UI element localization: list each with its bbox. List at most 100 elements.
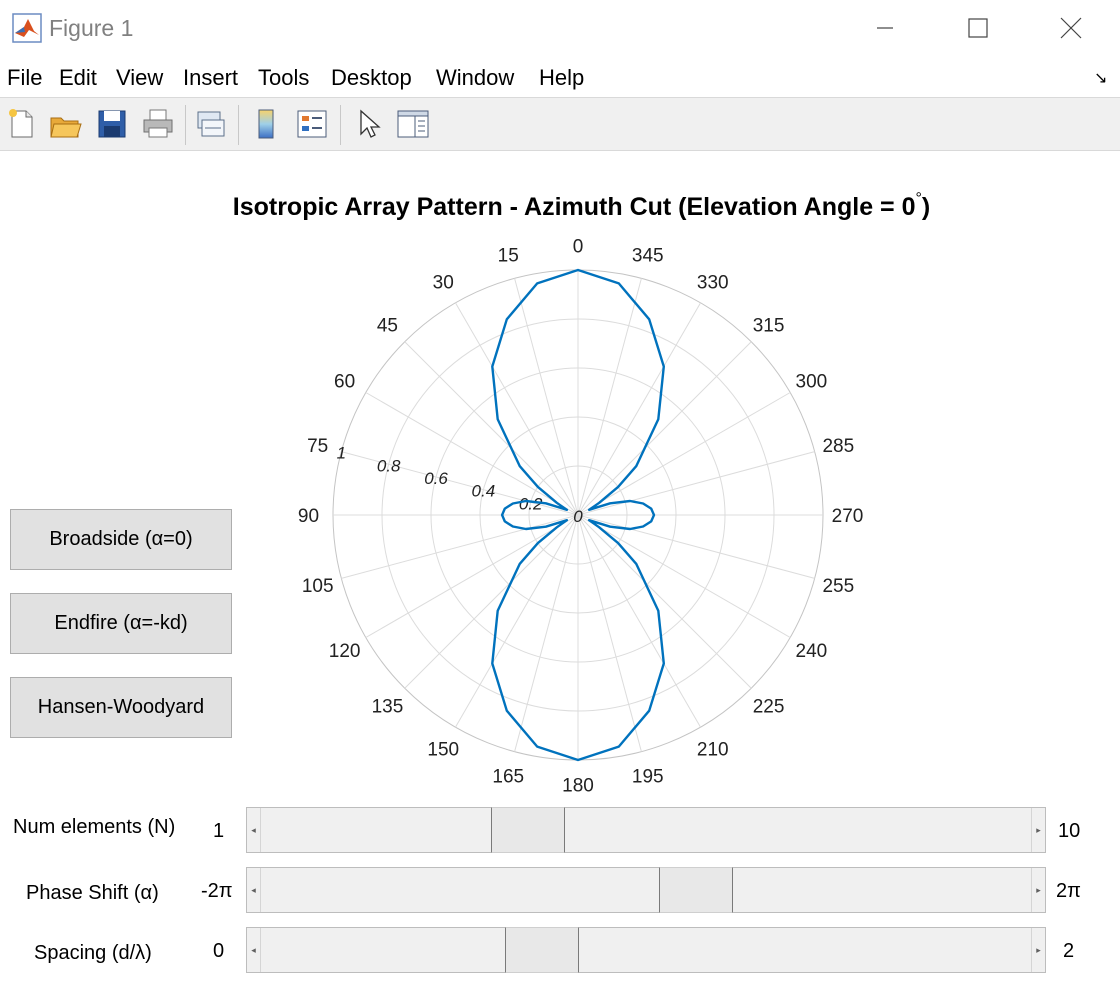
polar-grid-spoke [577, 514, 642, 752]
polar-grid-spoke [404, 514, 579, 689]
title-bar: Figure 1 [0, 0, 1120, 56]
theta-tick-label: 330 [697, 273, 729, 294]
theta-tick-label: 120 [329, 641, 361, 662]
legend-icon[interactable] [294, 106, 330, 142]
plot-title-text: Isotropic Array Pattern - Azimuth Cut (E… [232, 193, 916, 221]
theta-tick-label: 165 [492, 766, 524, 787]
theta-tick-label: 255 [822, 576, 854, 597]
polar-grid-spoke [577, 451, 815, 516]
theta-tick-label: 90 [298, 506, 319, 527]
pointer-icon[interactable] [352, 106, 388, 142]
polar-grid-spoke [341, 451, 579, 516]
theta-tick-label: 180 [562, 776, 594, 797]
slider-left-arrow-icon[interactable]: ◂ [247, 868, 261, 912]
hansen-woodyard-button[interactable]: Hansen-Woodyard [10, 677, 232, 738]
theta-tick-label: 270 [832, 506, 864, 527]
plot-title-degree: ° [915, 190, 922, 207]
polar-grid-spoke [577, 341, 752, 516]
link-axes-icon[interactable] [193, 106, 229, 142]
phase-shift-label: Phase Shift (α) [26, 882, 159, 904]
r-tick-label: 0 [573, 507, 583, 526]
toolbar-separator [340, 105, 341, 145]
pattern-series-line [491, 268, 665, 762]
num-elements-slider[interactable]: ◂ ▸ [246, 807, 1046, 853]
phase-shift-max: 2π [1056, 880, 1081, 902]
theta-tick-label: 60 [334, 371, 355, 392]
theta-tick-label: 30 [433, 273, 454, 294]
theta-tick-label: 315 [753, 315, 785, 336]
theta-tick-label: 105 [302, 576, 334, 597]
theta-tick-label: 0 [573, 237, 584, 258]
menu-help[interactable]: Help [539, 65, 585, 90]
dock-figure-icon[interactable]: ↘ [1094, 70, 1108, 87]
menu-view[interactable]: View [116, 65, 164, 90]
polar-grid-spoke [577, 514, 701, 728]
broadside-button[interactable]: Broadside (α=0) [10, 509, 232, 570]
menu-insert[interactable]: Insert [183, 65, 239, 90]
polar-grid-spoke [577, 278, 642, 516]
matlab-logo-icon [12, 13, 42, 43]
theta-tick-label: 225 [753, 697, 785, 718]
new-figure-icon[interactable] [4, 106, 40, 142]
menu-window[interactable]: Window [436, 65, 515, 90]
theta-tick-label: 285 [822, 436, 854, 457]
close-button[interactable] [1048, 10, 1094, 46]
num-elements-max: 10 [1058, 820, 1081, 842]
minimize-button[interactable] [862, 10, 908, 46]
menu-bar: File Edit View Insert Tools Desktop Wind… [0, 60, 1120, 96]
toolbar [0, 97, 1120, 151]
menu-edit[interactable]: Edit [59, 65, 97, 90]
save-icon[interactable] [94, 106, 130, 142]
menu-tools[interactable]: Tools [258, 65, 310, 90]
r-tick-label: 0.8 [377, 456, 401, 475]
toolbar-separator [238, 105, 239, 145]
polar-grid-spoke [577, 514, 752, 689]
polar-grid-spoke [341, 514, 579, 579]
open-file-icon[interactable] [48, 106, 84, 142]
colorbar-icon[interactable] [249, 106, 285, 142]
polar-grid-spoke [577, 302, 701, 516]
theta-tick-label: 75 [307, 436, 328, 457]
slider-right-arrow-icon[interactable]: ▸ [1031, 808, 1045, 852]
theta-tick-label: 45 [377, 315, 398, 336]
r-tick-label: 1 [337, 444, 346, 463]
phase-shift-slider[interactable]: ◂ ▸ [246, 867, 1046, 913]
window-title: Figure 1 [49, 15, 134, 41]
print-icon[interactable] [140, 106, 176, 142]
plot-title: Isotropic Array Pattern - Azimuth Cut (E… [0, 190, 1120, 222]
spacing-slider-thumb[interactable] [505, 927, 580, 973]
polar-grid-spoke [514, 278, 579, 516]
polar-grid-spoke [577, 514, 791, 638]
property-inspector-icon[interactable] [395, 106, 431, 142]
menu-desktop[interactable]: Desktop [331, 65, 412, 90]
theta-tick-label: 135 [372, 697, 404, 718]
theta-tick-label: 300 [796, 371, 828, 392]
spacing-slider[interactable]: ◂ ▸ [246, 927, 1046, 973]
theta-tick-label: 15 [498, 246, 519, 267]
polar-grid-spoke [365, 392, 579, 516]
maximize-button[interactable] [955, 10, 1001, 46]
r-tick-label: 0.4 [472, 482, 496, 501]
r-tick-label: 0.6 [424, 469, 448, 488]
phase-shift-slider-thumb[interactable] [658, 867, 733, 913]
theta-tick-label: 195 [632, 766, 664, 787]
polar-grid-spoke [577, 392, 791, 516]
endfire-button[interactable]: Endfire (α=-kd) [10, 593, 232, 654]
toolbar-separator [185, 105, 186, 145]
polar-grid-spoke [455, 514, 579, 728]
slider-right-arrow-icon[interactable]: ▸ [1031, 928, 1045, 972]
polar-grid-spoke [514, 514, 579, 752]
num-elements-label: Num elements (N) [13, 816, 176, 838]
r-tick-label: 0.2 [519, 494, 543, 513]
slider-right-arrow-icon[interactable]: ▸ [1031, 868, 1045, 912]
slider-left-arrow-icon[interactable]: ◂ [247, 808, 261, 852]
polar-grid-spoke [365, 514, 579, 638]
polar-grid-spoke [577, 514, 815, 579]
menu-file[interactable]: File [7, 65, 43, 90]
num-elements-slider-thumb[interactable] [491, 807, 566, 853]
theta-tick-label: 150 [427, 739, 459, 760]
num-elements-min: 1 [213, 820, 225, 842]
spacing-label: Spacing (d/λ) [34, 942, 152, 964]
slider-left-arrow-icon[interactable]: ◂ [247, 928, 261, 972]
